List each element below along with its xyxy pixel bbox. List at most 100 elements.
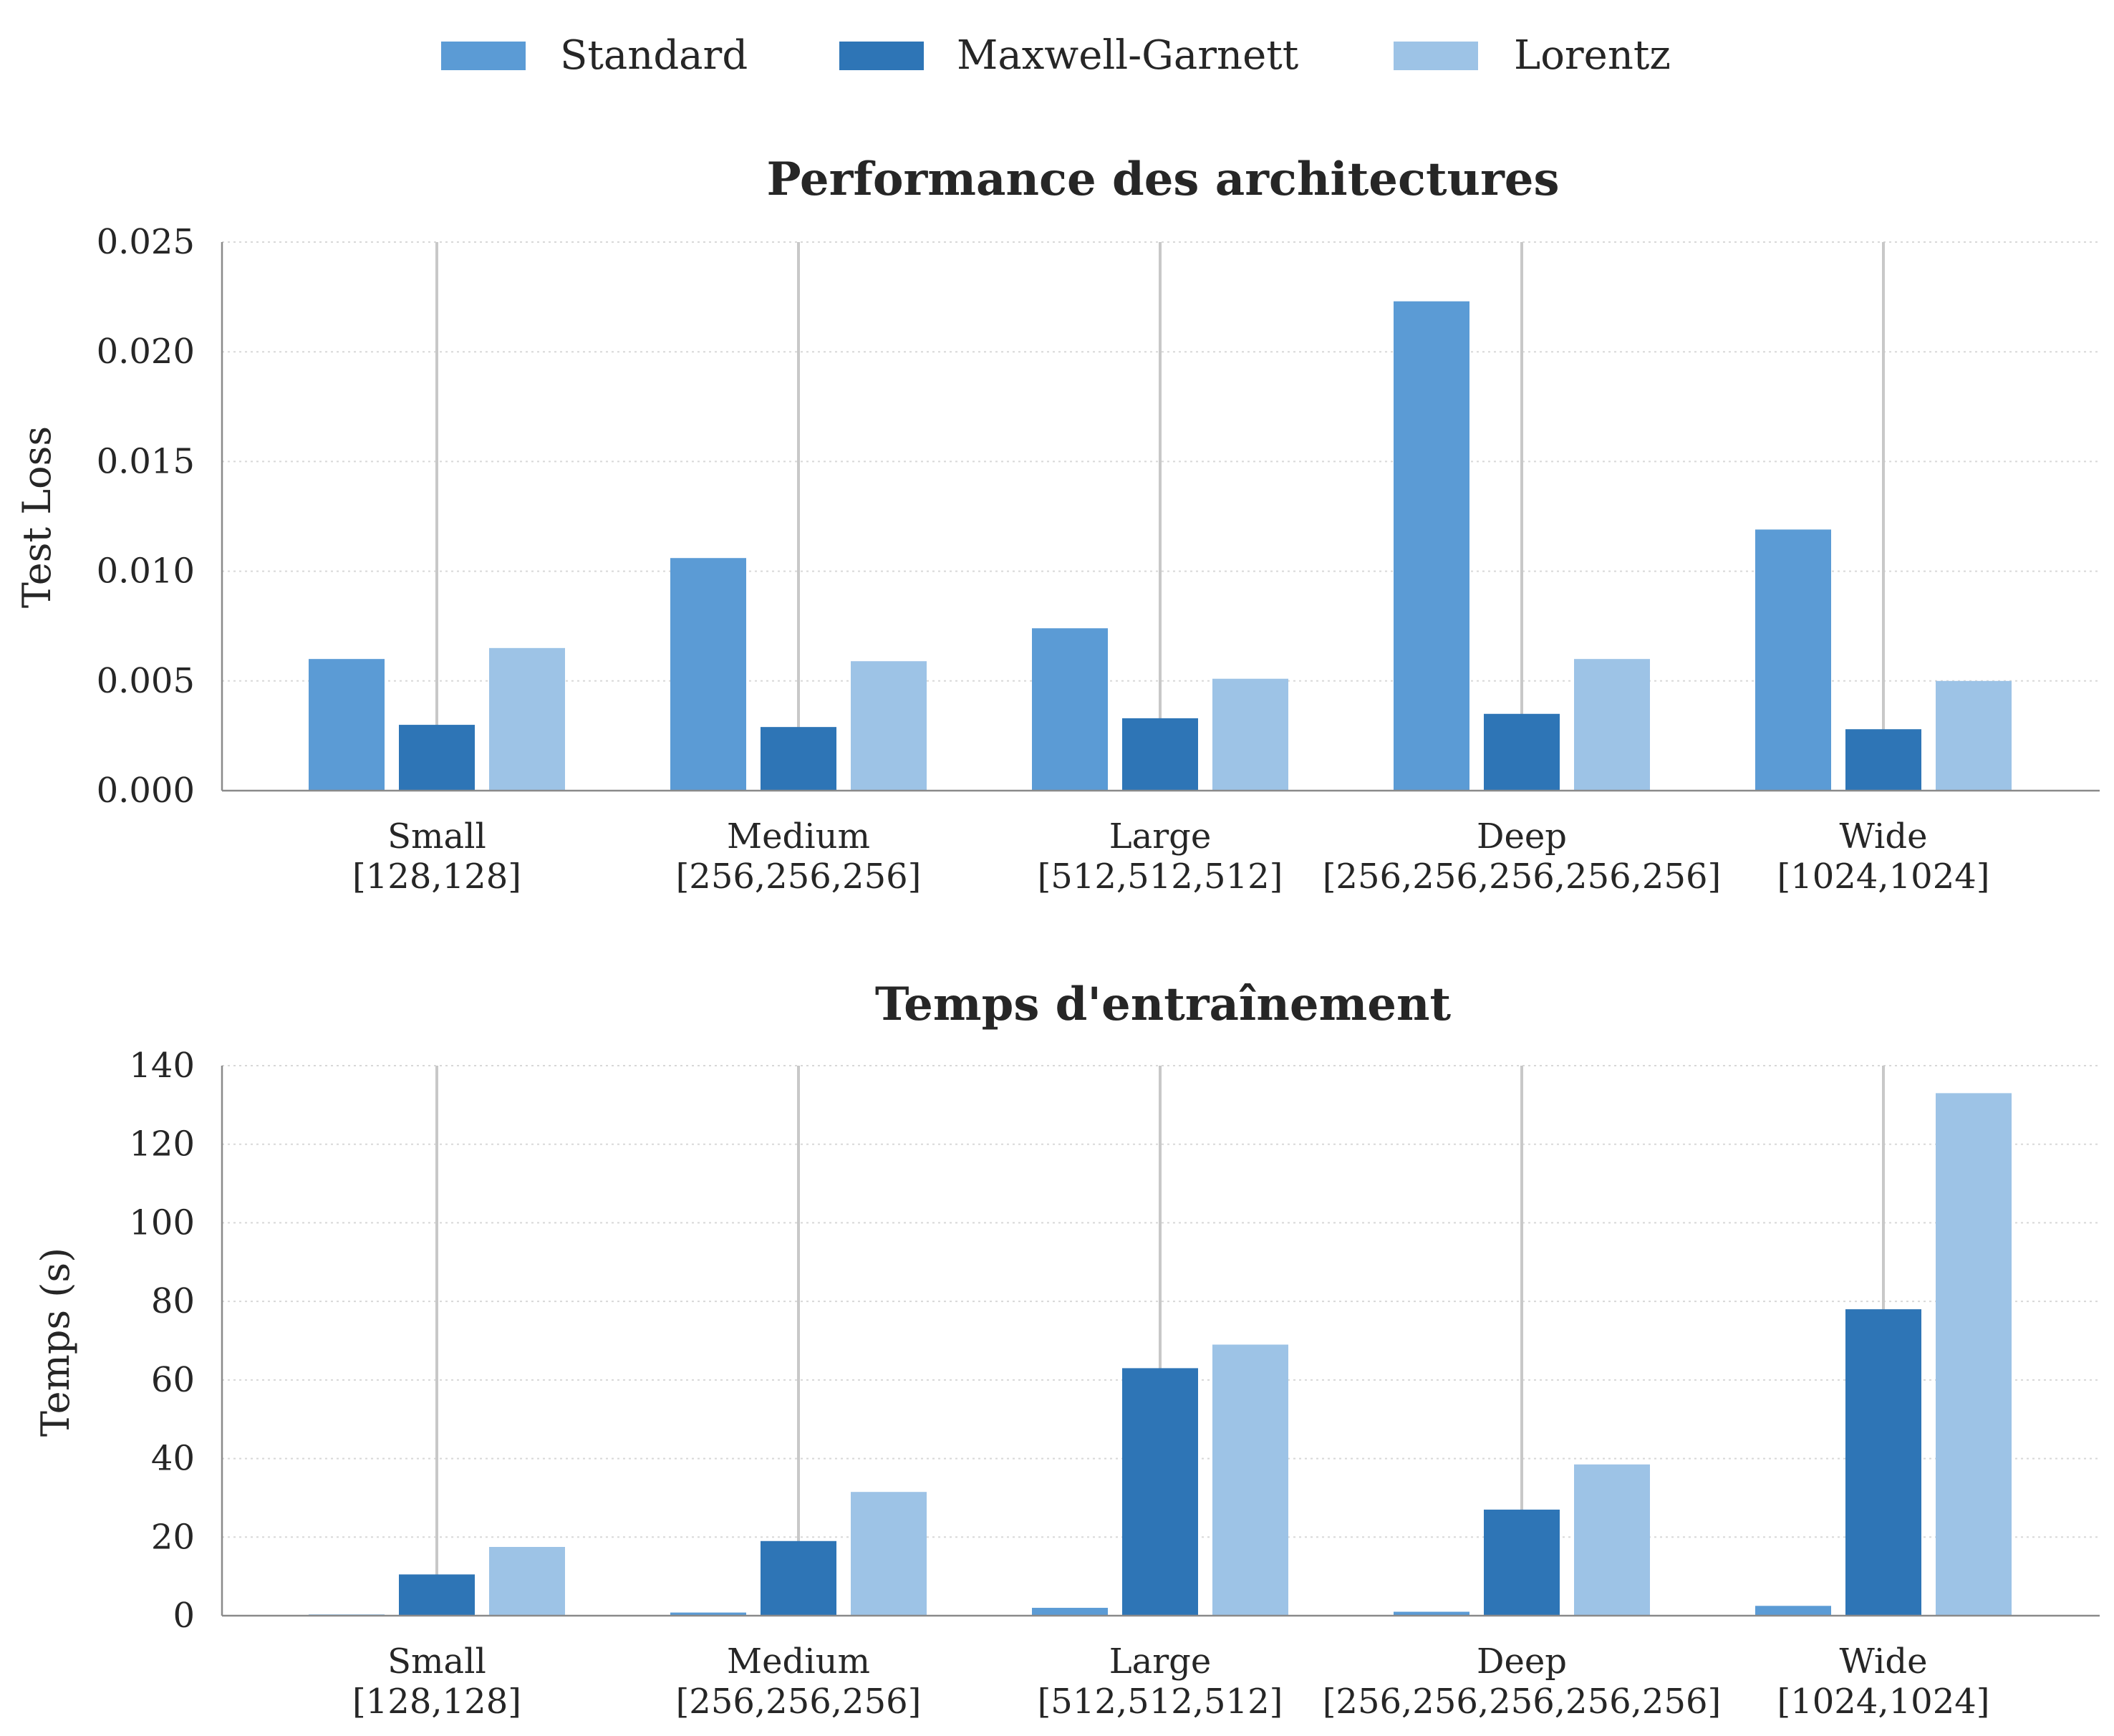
- category-name: Small: [387, 816, 486, 857]
- x-tick-label-deep: Deep [256,256,256,256,256]: [1323, 1641, 1722, 1722]
- bar-maxwell-garnett-large: [1122, 718, 1198, 791]
- legend-item-standard: Standard: [441, 32, 748, 79]
- bar-lorentz-wide: [1936, 680, 2012, 791]
- bar-standard-deep: [1394, 301, 1469, 791]
- y-tick-label: 0.010: [97, 551, 195, 592]
- category-center-lines: [435, 242, 1885, 791]
- category-name: Wide: [1840, 1641, 1928, 1682]
- bar-standard-large: [1032, 628, 1108, 791]
- bar-lorentz-deep: [1574, 659, 1650, 791]
- category-architecture: [512,512,512]: [1038, 857, 1283, 897]
- legend: Standard Maxwell-Garnett Lorentz: [441, 32, 1671, 79]
- x-tick-label-small: Small [128,128]: [352, 816, 521, 897]
- legend-label-maxwell-garnett: Maxwell-Garnett: [957, 32, 1299, 79]
- gridlines: [222, 1065, 2100, 1538]
- category-architecture: [256,256,256]: [676, 1682, 922, 1722]
- bars: [309, 1093, 2012, 1616]
- legend-label-standard: Standard: [560, 32, 748, 79]
- bar-maxwell-garnett-medium: [761, 1540, 836, 1616]
- category-architecture: [128,128]: [352, 857, 521, 897]
- y-tick-label: 0.020: [97, 332, 195, 372]
- x-tick-label-large: Large [512,512,512]: [1038, 1641, 1283, 1722]
- x-tick-label-wide: Wide [1024,1024]: [1777, 1641, 1989, 1722]
- legend-swatch-standard: [441, 42, 526, 70]
- bar-lorentz-small: [489, 1547, 565, 1616]
- y-axis-label: Temps (s): [33, 1248, 78, 1437]
- y-tick-label: 60: [151, 1360, 195, 1400]
- category-architecture: [128,128]: [352, 1682, 521, 1722]
- x-tick-label-medium: Medium [256,256,256]: [676, 1641, 922, 1722]
- y-tick-label: 120: [129, 1124, 195, 1164]
- y-axis-label: Test Loss: [14, 426, 59, 608]
- chart-title: Temps d'entraînement: [875, 978, 1452, 1031]
- legend-item-lorentz: Lorentz: [1394, 32, 1671, 79]
- x-tick-labels: Small [128,128] Medium [256,256,256] Large [5…: [352, 1641, 1989, 1722]
- bar-maxwell-garnett-wide: [1845, 729, 1921, 791]
- y-tick-label: 0.000: [97, 771, 195, 811]
- legend-swatch-lorentz: [1394, 42, 1478, 70]
- bar-standard-wide: [1755, 1606, 1831, 1616]
- category-architecture: [512,512,512]: [1038, 1682, 1283, 1722]
- bar-maxwell-garnett-small: [399, 725, 475, 791]
- bar-maxwell-garnett-large: [1122, 1368, 1198, 1616]
- x-tick-label-large: Large [512,512,512]: [1038, 816, 1283, 897]
- bar-lorentz-small: [489, 647, 565, 791]
- y-tick-label: 80: [151, 1281, 195, 1321]
- category-name: Large: [1109, 816, 1212, 857]
- y-tick-label: 0: [173, 1596, 195, 1636]
- bar-standard-large: [1032, 1608, 1108, 1616]
- y-tick-label: 0.005: [97, 661, 195, 701]
- bar-maxwell-garnett-deep: [1484, 1509, 1560, 1616]
- x-tick-label-small: Small [128,128]: [352, 1641, 521, 1722]
- legend-item-maxwell-garnett: Maxwell-Garnett: [839, 32, 1299, 79]
- bar-lorentz-medium: [851, 661, 927, 791]
- category-name: Medium: [727, 1641, 870, 1682]
- x-tick-label-wide: Wide [1024,1024]: [1777, 816, 1989, 897]
- x-tick-labels: Small [128,128] Medium [256,256,256] Large [5…: [352, 816, 1989, 897]
- y-tick-label: 20: [151, 1517, 195, 1557]
- category-architecture: [256,256,256,256,256]: [1323, 857, 1722, 897]
- category-architecture: [1024,1024]: [1777, 857, 1989, 897]
- bar-standard-deep: [1394, 1611, 1469, 1616]
- category-architecture: [1024,1024]: [1777, 1682, 1989, 1722]
- bar-maxwell-garnett-medium: [761, 727, 836, 791]
- axes: [221, 242, 2100, 792]
- axes: [221, 1066, 2100, 1617]
- bars: [309, 301, 2012, 791]
- category-architecture: [256,256,256,256,256]: [1323, 1682, 1722, 1722]
- bar-maxwell-garnett-small: [399, 1574, 475, 1616]
- bar-standard-medium: [670, 558, 746, 791]
- chart-training-time: Temps d'entraînement Temps (s) 0 20 40 60 80…: [33, 978, 2100, 1722]
- category-name: Medium: [727, 816, 870, 857]
- bar-standard-wide: [1755, 529, 1831, 791]
- y-tick-label: 0.025: [97, 222, 195, 262]
- category-name: Deep: [1477, 1641, 1567, 1682]
- x-tick-label-medium: Medium [256,256,256]: [676, 816, 922, 897]
- category-name: Deep: [1477, 816, 1567, 857]
- bar-lorentz-large: [1212, 678, 1288, 791]
- bar-lorentz-medium: [851, 1492, 927, 1616]
- bar-standard-small: [309, 659, 385, 791]
- bar-maxwell-garnett-deep: [1484, 713, 1560, 791]
- category-name: Small: [387, 1641, 486, 1682]
- bar-lorentz-deep: [1574, 1464, 1650, 1616]
- legend-label-lorentz: Lorentz: [1514, 32, 1671, 79]
- category-name: Wide: [1840, 816, 1928, 857]
- chart-test-loss: Performance des architectures Test Loss …: [14, 153, 2100, 897]
- x-tick-label-deep: Deep [256,256,256,256,256]: [1323, 816, 1722, 897]
- chart-title: Performance des architectures: [766, 153, 1559, 206]
- y-tick-label: 40: [151, 1439, 195, 1479]
- y-tick-label: 140: [129, 1046, 195, 1086]
- bar-maxwell-garnett-wide: [1845, 1309, 1921, 1616]
- bar-lorentz-large: [1212, 1344, 1288, 1616]
- legend-swatch-maxwell-garnett: [839, 42, 924, 70]
- y-tick-label: 100: [129, 1202, 195, 1243]
- bar-lorentz-wide: [1936, 1093, 2012, 1616]
- category-name: Large: [1109, 1641, 1212, 1682]
- y-tick-label: 0.015: [97, 441, 195, 481]
- bar-standard-medium: [670, 1612, 746, 1616]
- y-tick-labels: 0 20 40 60 80 100 120 140: [129, 1046, 195, 1636]
- y-tick-labels: 0.000 0.005 0.010 0.015 0.020 0.025: [97, 222, 195, 811]
